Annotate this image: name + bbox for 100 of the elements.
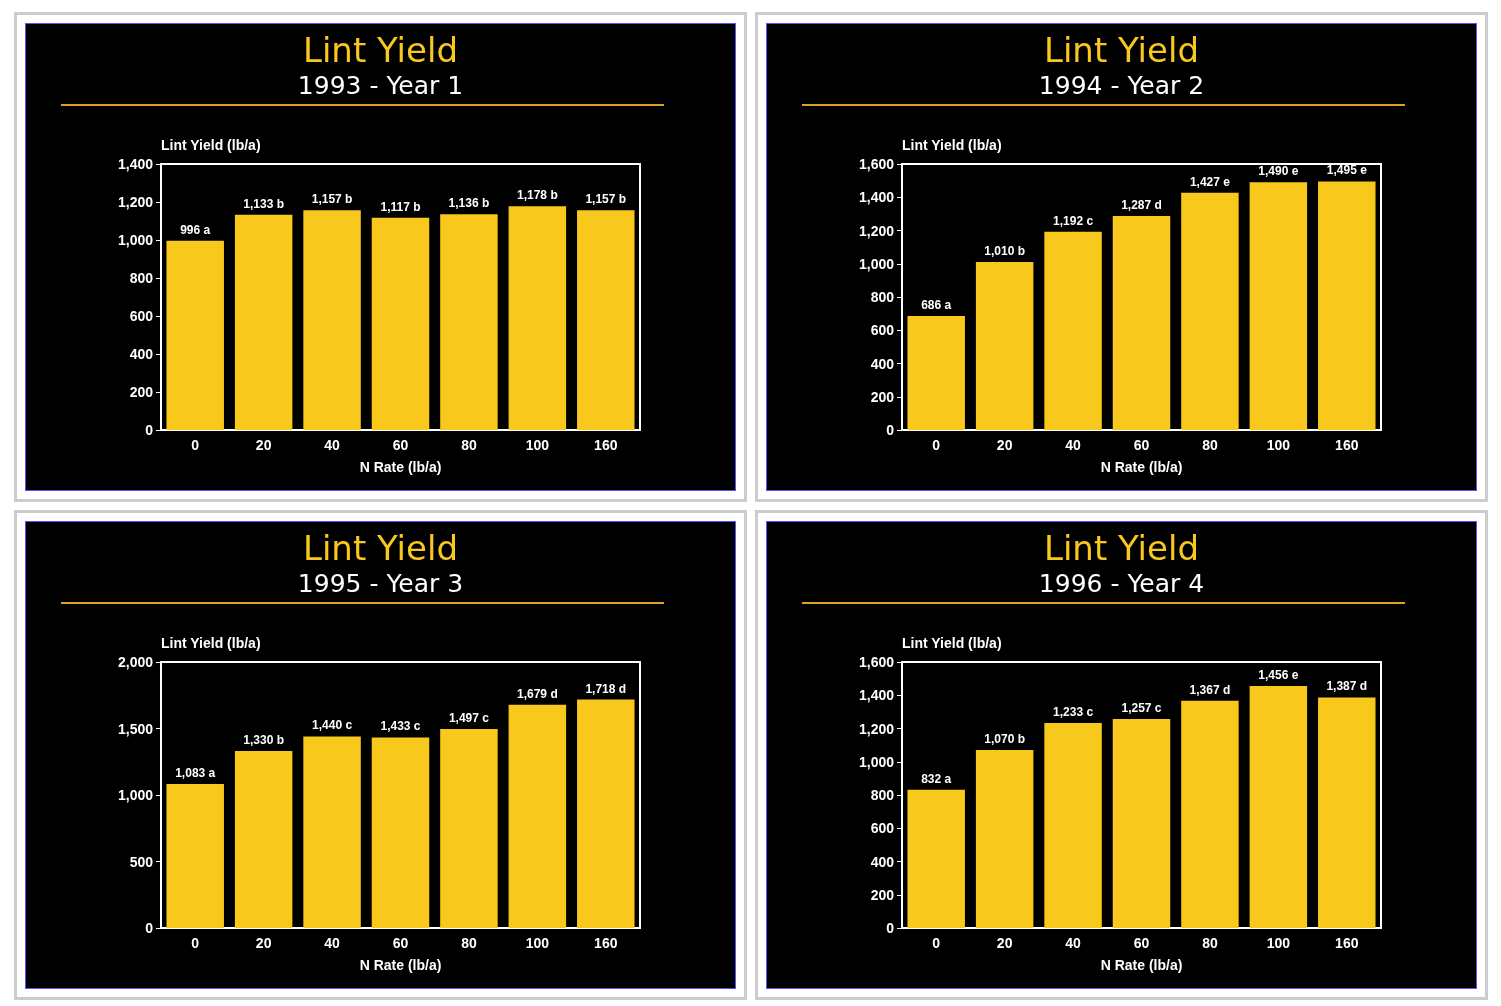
bar <box>166 240 224 430</box>
x-tick-label: 80 <box>461 437 477 453</box>
chart-title: Lint Yield <box>302 528 459 568</box>
x-tick-label: 160 <box>594 437 618 453</box>
y-tick-label: 400 <box>870 853 895 870</box>
y-tick-label: 2,000 <box>117 654 154 670</box>
y-tick-label: 600 <box>129 308 154 324</box>
chart-title: Lint Yield <box>1043 30 1200 70</box>
bar <box>1318 181 1376 430</box>
y-axis-title: Lint Yield (lb/a) <box>902 635 1002 651</box>
bar <box>1249 685 1308 928</box>
bar <box>303 210 361 430</box>
data-label: 1,136 b <box>448 196 490 211</box>
data-label: 1,718 d <box>585 681 627 696</box>
data-label: 1,157 b <box>311 192 353 207</box>
data-label: 1,456 e <box>1258 667 1299 682</box>
data-label: 1,679 d <box>517 686 558 701</box>
x-tick-label: 80 <box>1202 935 1218 951</box>
chart-title: Lint Yield <box>1043 528 1200 568</box>
data-label: 1,083 a <box>175 765 216 780</box>
y-tick-label: 0 <box>886 920 895 936</box>
x-tick-label: 80 <box>1202 437 1218 453</box>
chart-subtitle: 1994 - Year 2 <box>1038 71 1205 100</box>
y-tick-label: 500 <box>129 853 154 870</box>
chart-title: Lint Yield <box>302 30 459 70</box>
y-tick-label: 1,000 <box>117 232 154 248</box>
x-tick-label: 0 <box>191 437 200 453</box>
y-tick-label: 1,400 <box>858 189 895 206</box>
bar <box>975 750 1034 928</box>
y-tick-label: 1,500 <box>117 720 154 737</box>
x-tick-label: 20 <box>255 437 272 453</box>
data-label: 1,387 d <box>1326 679 1368 694</box>
bar <box>1044 231 1102 430</box>
bar <box>234 214 293 430</box>
bar <box>577 210 635 430</box>
x-tick-label: 100 <box>525 437 550 453</box>
bar <box>1318 697 1376 928</box>
y-tick-label: 200 <box>870 388 895 405</box>
x-axis-title: N Rate (lb/a) <box>359 459 442 475</box>
bar <box>371 737 430 928</box>
bar <box>1112 719 1171 928</box>
x-tick-label: 60 <box>1133 935 1150 951</box>
x-tick-label: 60 <box>392 935 409 951</box>
bar <box>440 728 498 928</box>
y-axis-title: Lint Yield (lb/a) <box>161 635 261 651</box>
bar <box>1112 216 1171 430</box>
data-label: 1,070 b <box>984 732 1025 747</box>
bar <box>371 217 430 430</box>
data-label: 686 a <box>921 297 952 312</box>
data-label: 1,117 b <box>380 199 421 214</box>
x-tick-label: 40 <box>324 935 341 951</box>
y-tick-label: 800 <box>870 787 895 803</box>
data-label: 1,433 c <box>380 719 421 734</box>
bar <box>1249 182 1308 430</box>
y-tick-label: 1,000 <box>858 753 895 770</box>
y-tick-label: 0 <box>145 920 154 936</box>
y-tick-label: 400 <box>129 346 154 362</box>
y-tick-label: 800 <box>129 270 154 286</box>
y-tick-label: 800 <box>870 289 895 305</box>
data-label: 1,495 e <box>1326 163 1368 178</box>
bar <box>508 704 567 928</box>
bar <box>1181 700 1239 928</box>
data-label: 1,257 c <box>1121 701 1162 716</box>
x-tick-label: 160 <box>1335 935 1359 951</box>
x-axis-title: N Rate (lb/a) <box>1100 459 1183 475</box>
x-axis-title: N Rate (lb/a) <box>359 957 442 973</box>
data-label: 1,010 b <box>984 244 1025 259</box>
data-label: 1,157 b <box>585 192 627 207</box>
chart-subtitle: 1993 - Year 1 <box>297 71 464 100</box>
data-label: 1,490 e <box>1258 164 1299 179</box>
y-tick-label: 200 <box>129 384 154 400</box>
x-tick-label: 100 <box>525 935 550 951</box>
x-tick-label: 60 <box>392 437 409 453</box>
x-axis-title: N Rate (lb/a) <box>1100 957 1183 973</box>
x-tick-label: 40 <box>1065 437 1082 453</box>
y-tick-label: 1,200 <box>858 222 895 239</box>
x-tick-label: 60 <box>1133 437 1150 453</box>
x-tick-label: 0 <box>932 437 941 453</box>
data-label: 1,427 e <box>1189 174 1231 189</box>
y-tick-label: 600 <box>870 322 895 339</box>
y-tick-label: 1,600 <box>858 156 895 172</box>
data-label: 1,440 c <box>312 718 353 733</box>
bar <box>975 262 1034 430</box>
y-tick-label: 1,400 <box>117 156 154 172</box>
x-tick-label: 40 <box>1065 935 1082 951</box>
chart-subtitle: 1996 - Year 4 <box>1038 569 1205 598</box>
data-label: 1,133 b <box>243 196 284 211</box>
x-tick-label: 100 <box>1266 935 1291 951</box>
bar <box>907 315 965 430</box>
y-tick-label: 600 <box>870 820 895 837</box>
data-label: 1,192 c <box>1053 213 1094 228</box>
x-tick-label: 100 <box>1266 437 1291 453</box>
data-label: 832 a <box>921 771 952 786</box>
bar <box>508 206 567 430</box>
y-axis-title: Lint Yield (lb/a) <box>161 137 261 153</box>
data-label: 1,367 d <box>1189 682 1231 697</box>
data-label: 1,233 c <box>1053 705 1094 720</box>
chart-subtitle: 1995 - Year 3 <box>297 569 464 598</box>
x-tick-label: 20 <box>996 437 1013 453</box>
x-tick-label: 160 <box>594 935 618 951</box>
